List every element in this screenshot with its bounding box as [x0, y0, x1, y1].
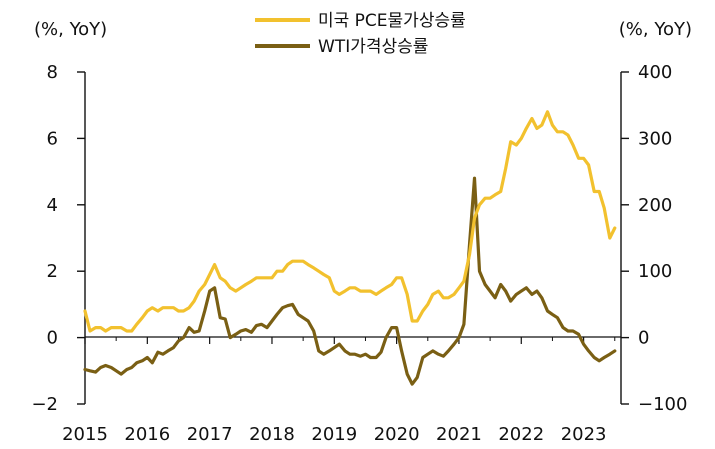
right-axis-ticks: −100 0 100 200 300 400 — [621, 62, 687, 415]
right-axis-unit-label: (%, YoY) — [619, 19, 692, 40]
legend: 미국 PCE물가상승률 WTI가격상승률 — [255, 11, 466, 57]
right-tick-label: 400 — [638, 62, 672, 83]
right-tick-label: 0 — [638, 328, 649, 349]
right-tick-label: 200 — [638, 195, 672, 216]
x-axis-tick-marks — [84, 337, 616, 344]
x-tick-label: 2023 — [561, 424, 607, 445]
x-tick-label: 2022 — [498, 424, 544, 445]
series-layer — [83, 110, 617, 386]
x-tick-label: 2018 — [249, 424, 295, 445]
right-tick-label: −100 — [638, 394, 687, 415]
series-line-pce — [83, 110, 617, 333]
x-tick-label: 2016 — [124, 424, 170, 445]
left-axis-ticks: −2 0 2 4 6 8 — [31, 62, 85, 415]
left-tick-label: 8 — [47, 62, 58, 83]
left-tick-label: 0 — [47, 328, 58, 349]
x-tick-label: 2021 — [436, 424, 482, 445]
x-tick-label: 2019 — [311, 424, 357, 445]
series-line-wti — [83, 176, 617, 386]
x-axis-ticks: 2015 2016 2017 2018 2019 2020 2021 2022 2023 — [62, 424, 606, 445]
right-tick-label: 300 — [638, 128, 672, 149]
left-tick-label: 6 — [47, 128, 58, 149]
x-tick-label: 2020 — [374, 424, 420, 445]
x-tick-label: 2017 — [187, 424, 233, 445]
right-tick-label: 100 — [638, 261, 672, 282]
left-axis-unit-label: (%, YoY) — [34, 19, 107, 40]
legend-label-pce: 미국 PCE물가상승률 — [318, 11, 466, 31]
legend-label-wti: WTI가격상승률 — [318, 37, 428, 57]
left-tick-label: −2 — [31, 394, 58, 415]
left-tick-label: 4 — [47, 195, 58, 216]
left-tick-label: 2 — [47, 261, 58, 282]
x-tick-label: 2015 — [62, 424, 108, 445]
